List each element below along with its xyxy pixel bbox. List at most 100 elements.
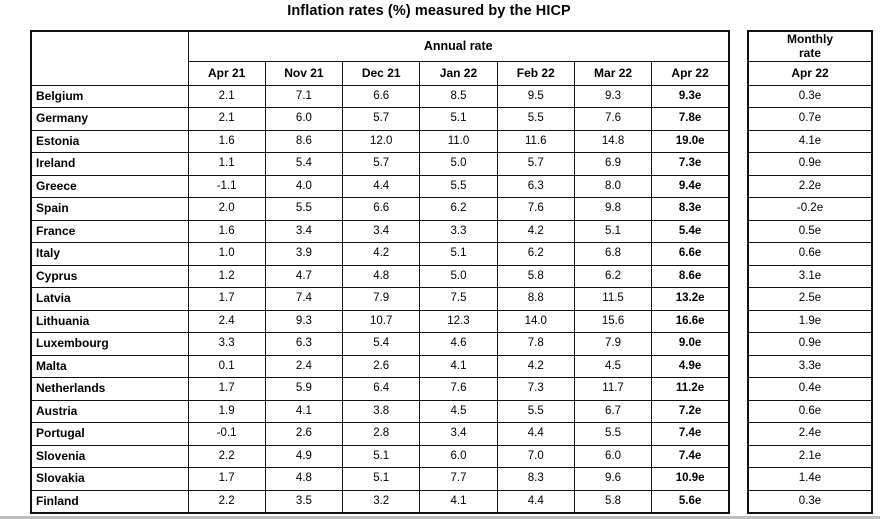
monthly-value-cell: 0.3e <box>747 84 873 108</box>
header-row-group: Annual rate <box>30 30 730 86</box>
monthly-row: 2.4e <box>747 422 873 446</box>
value-cell: 2.2 <box>187 489 266 513</box>
value-cell: 1.9 <box>187 399 266 423</box>
value-cell: 2.6 <box>264 422 344 446</box>
value-cell: 7.8 <box>496 332 575 356</box>
value-cell: 8.3e <box>651 197 730 221</box>
value-cell: 4.1 <box>264 399 344 423</box>
value-cell: 9.3e <box>651 84 730 108</box>
value-cell: 2.8 <box>342 422 421 446</box>
value-cell: 5.5 <box>496 399 575 423</box>
table-row: Luxembourg 3.3 6.3 5.4 4.6 7.8 7.9 9.0e <box>30 332 730 356</box>
monthly-row: 2.5e <box>747 287 873 311</box>
table-row: Lithuania 2.4 9.3 10.7 12.3 14.0 15.6 16.6e <box>30 309 730 333</box>
value-cell: 6.2 <box>573 264 653 288</box>
monthly-row: 4.1e <box>747 129 873 153</box>
value-cell: 8.6 <box>264 129 344 153</box>
value-cell: 4.4 <box>496 422 575 446</box>
table-row: Italy 1.0 3.9 4.2 5.1 6.2 6.8 6.6e <box>30 242 730 266</box>
value-cell: 1.7 <box>187 377 266 401</box>
value-cell: 8.3 <box>496 467 575 491</box>
value-cell: 13.2e <box>651 287 730 311</box>
value-cell: 7.8e <box>651 107 730 131</box>
monthly-row: 0.6e <box>747 399 873 423</box>
monthly-row: 0.3e <box>747 489 873 513</box>
column-header-feb-22: Feb 22 <box>496 60 575 86</box>
value-cell: 7.1 <box>264 84 344 108</box>
value-cell: 3.3 <box>419 219 498 243</box>
value-cell: 7.2e <box>651 399 730 423</box>
country-label: Slovakia <box>30 467 189 491</box>
value-cell: 9.0e <box>651 332 730 356</box>
monthly-row: 0.9e <box>747 332 873 356</box>
value-cell: 9.4e <box>651 174 730 198</box>
value-cell: 4.1 <box>419 489 498 513</box>
column-header-mar-22: Mar 22 <box>573 60 653 86</box>
value-cell: 4.4 <box>342 174 421 198</box>
monthly-row: 1.9e <box>747 309 873 333</box>
value-cell: 15.6 <box>573 309 653 333</box>
value-cell: 5.5 <box>264 197 344 221</box>
monthly-value-cell: 2.4e <box>747 422 873 446</box>
value-cell: 6.3 <box>496 174 575 198</box>
monthly-header-row: Monthly rate <box>747 30 873 62</box>
monthly-value-cell: 1.4e <box>747 467 873 491</box>
table-row: Spain 2.0 5.5 6.6 6.2 7.6 9.8 8.3e <box>30 197 730 221</box>
value-cell: 7.7 <box>419 467 498 491</box>
value-cell: 4.9 <box>264 444 344 468</box>
monthly-value-cell: 2.2e <box>747 174 873 198</box>
value-cell: 11.0 <box>419 129 498 153</box>
value-cell: 5.4e <box>651 219 730 243</box>
value-cell: 3.4 <box>342 219 421 243</box>
value-cell: -0.1 <box>187 422 266 446</box>
value-cell: 4.2 <box>496 219 575 243</box>
value-cell: 4.0 <box>264 174 344 198</box>
value-cell: 9.3 <box>573 84 653 108</box>
value-cell: 14.8 <box>573 129 653 153</box>
value-cell: 11.5 <box>573 287 653 311</box>
value-cell: 6.2 <box>496 242 575 266</box>
value-cell: 6.6e <box>651 242 730 266</box>
table-row: Cyprus 1.2 4.7 4.8 5.0 5.8 6.2 8.6e <box>30 264 730 288</box>
value-cell: 14.0 <box>496 309 575 333</box>
value-cell: 1.6 <box>187 219 266 243</box>
country-label: Austria <box>30 399 189 423</box>
value-cell: 12.3 <box>419 309 498 333</box>
value-cell: 5.0 <box>419 264 498 288</box>
monthly-row: 0.7e <box>747 107 873 131</box>
value-cell: 5.6e <box>651 489 730 513</box>
table-row: Slovakia 1.7 4.8 5.1 7.7 8.3 9.6 10.9e <box>30 467 730 491</box>
value-cell: 7.6 <box>573 107 653 131</box>
country-label: Germany <box>30 107 189 131</box>
value-cell: 9.8 <box>573 197 653 221</box>
country-label: Belgium <box>30 84 189 108</box>
value-cell: 9.5 <box>496 84 575 108</box>
value-cell: 5.7 <box>342 107 421 131</box>
value-cell: 12.0 <box>342 129 421 153</box>
monthly-row: 3.3e <box>747 354 873 378</box>
page-title: Inflation rates (%) measured by the HICP <box>287 3 571 19</box>
value-cell: 7.9 <box>573 332 653 356</box>
value-cell: 9.6 <box>573 467 653 491</box>
column-header-jan-22: Jan 22 <box>419 60 498 86</box>
value-cell: 5.5 <box>419 174 498 198</box>
monthly-rate-table: Monthly rate Apr 22 0.3e 0.7e 4.1e 0.9e 2.2e… <box>747 30 873 514</box>
value-cell: 3.3 <box>187 332 266 356</box>
value-cell: 1.7 <box>187 287 266 311</box>
value-cell: 9.3 <box>264 309 344 333</box>
value-cell: 4.8 <box>264 467 344 491</box>
monthly-value-cell: 0.9e <box>747 152 873 176</box>
monthly-row: 0.3e <box>747 84 873 108</box>
value-cell: 6.8 <box>573 242 653 266</box>
monthly-value-cell: -0.2e <box>747 197 873 221</box>
value-cell: 7.3e <box>651 152 730 176</box>
table-row: Finland 2.2 3.5 3.2 4.1 4.4 5.8 5.6e <box>30 489 730 513</box>
monthly-value-cell: 1.9e <box>747 309 873 333</box>
value-cell: 7.6 <box>419 377 498 401</box>
value-cell: 5.1 <box>419 242 498 266</box>
value-cell: 5.4 <box>342 332 421 356</box>
value-cell: 7.4e <box>651 422 730 446</box>
value-cell: 8.6e <box>651 264 730 288</box>
value-cell: 4.2 <box>496 354 575 378</box>
